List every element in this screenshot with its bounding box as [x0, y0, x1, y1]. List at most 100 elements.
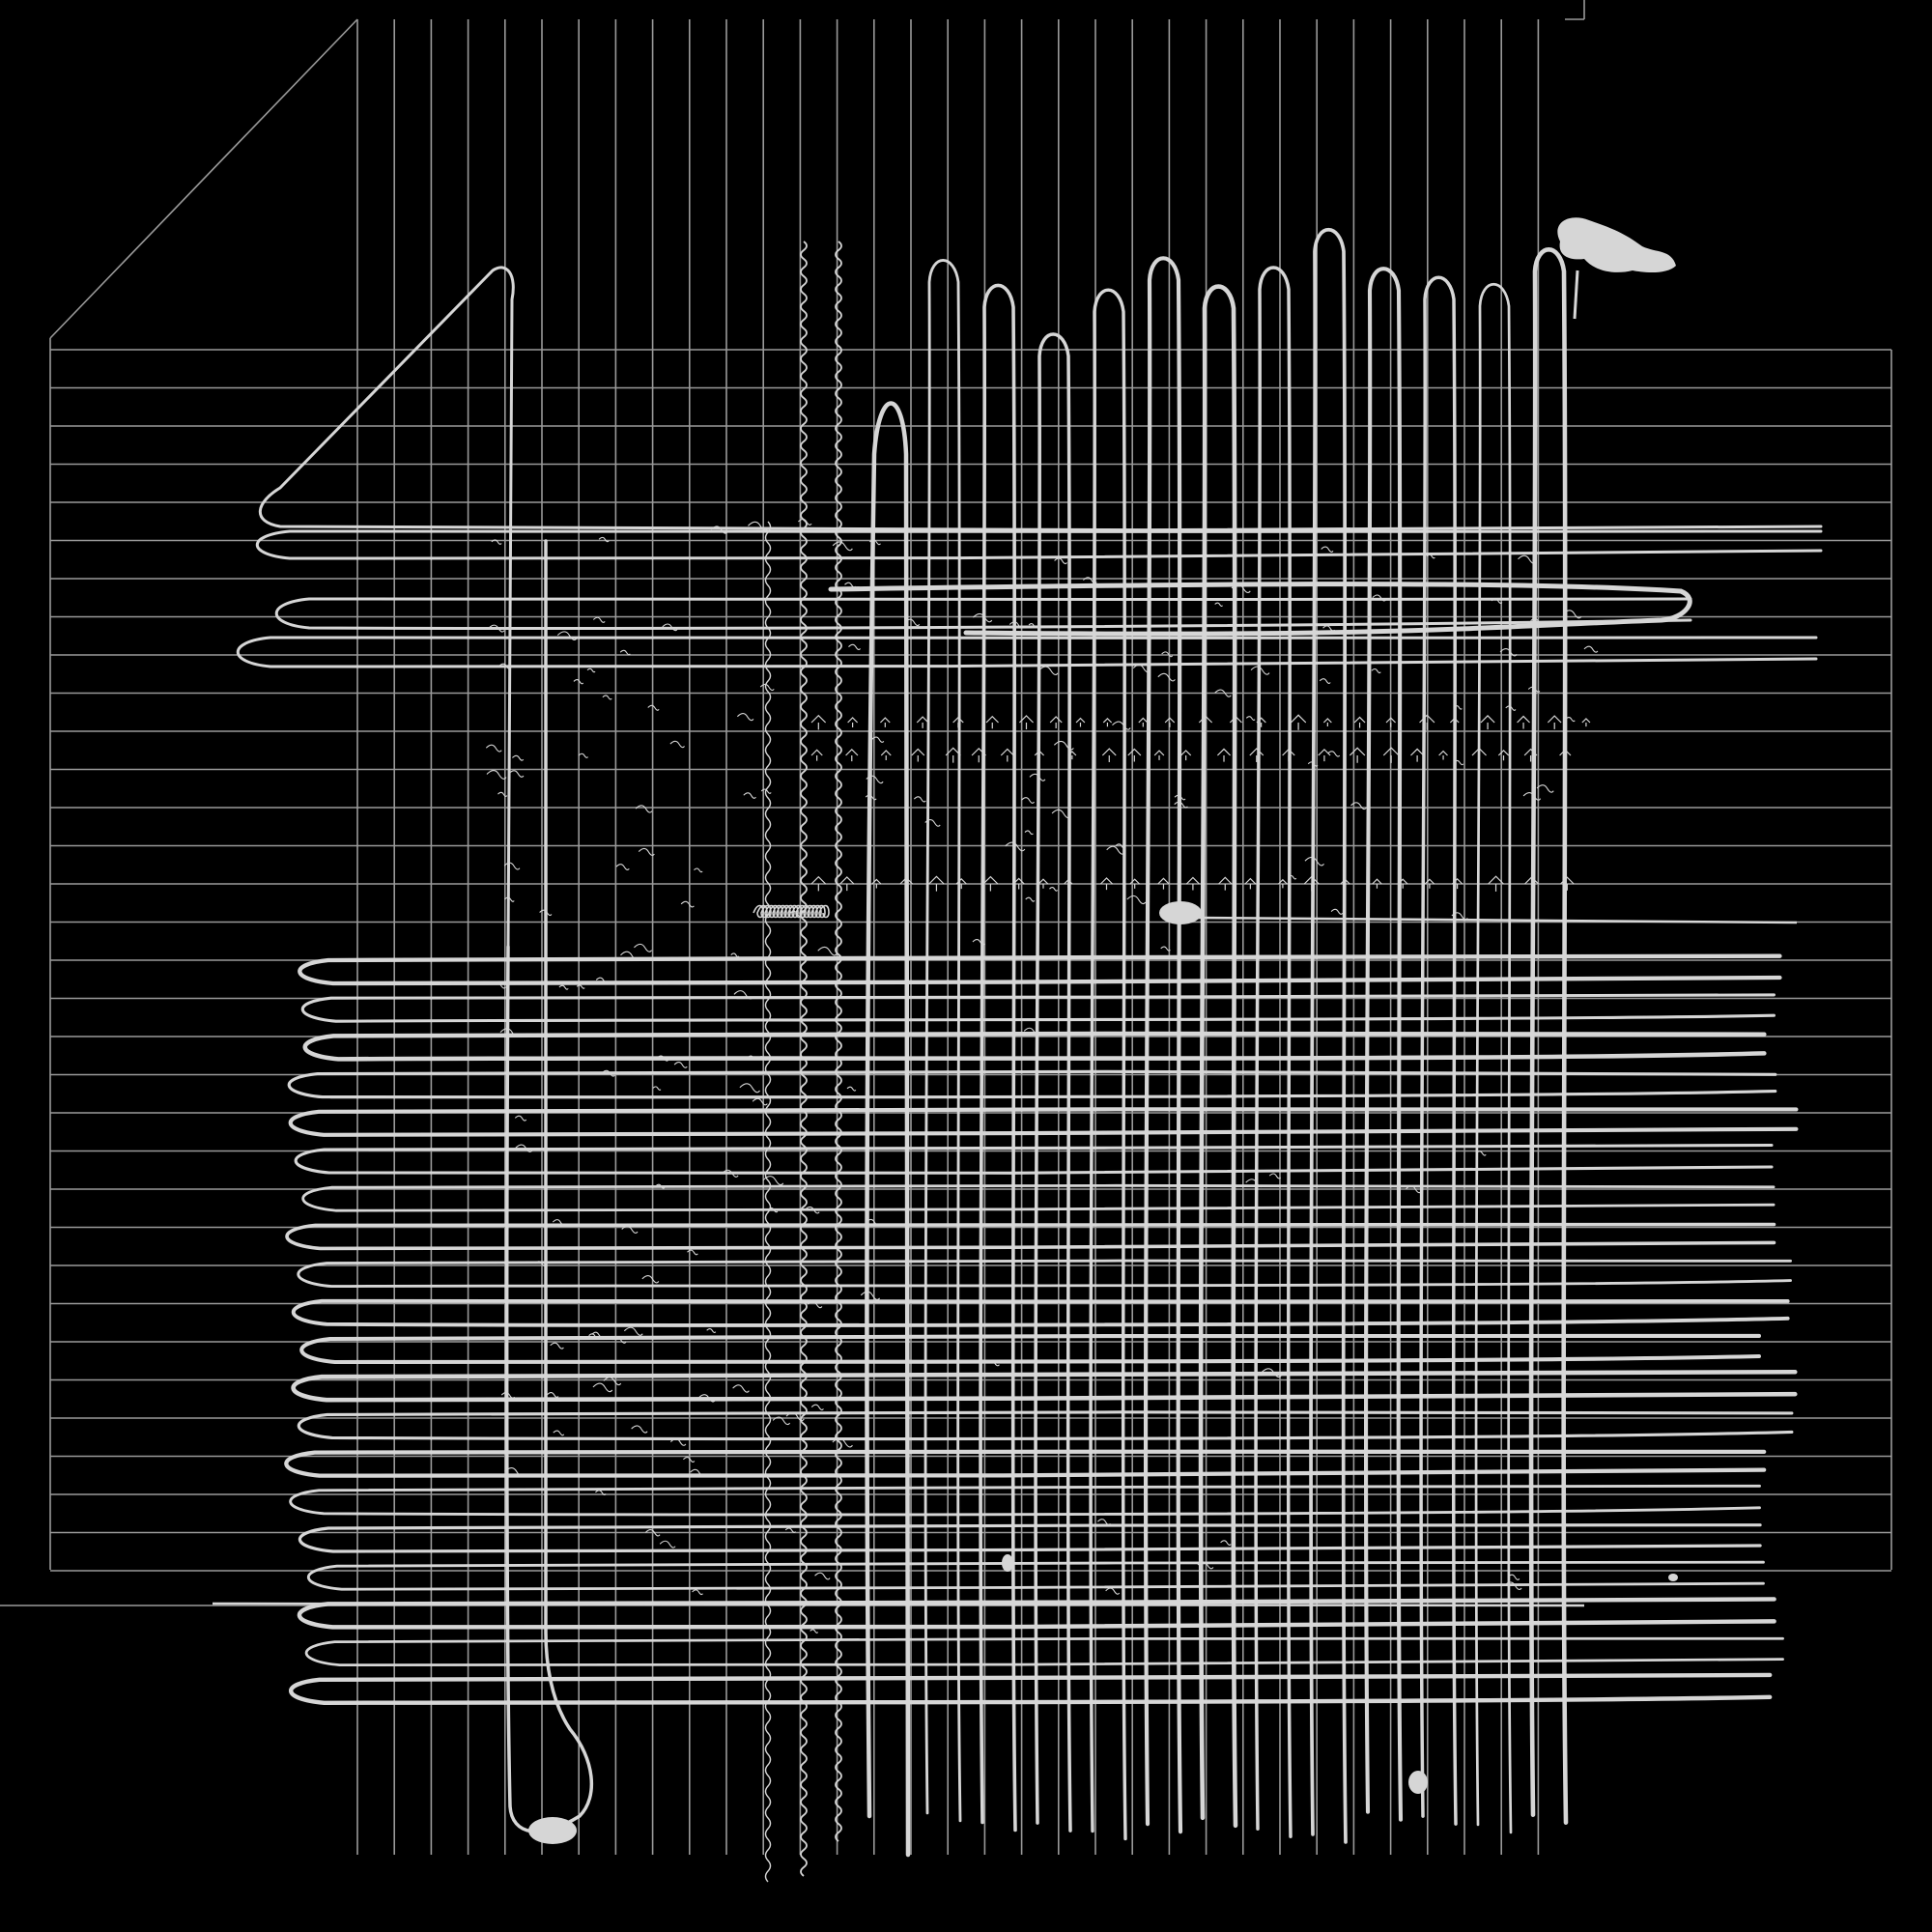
scribble-mark [871, 736, 885, 743]
scribble-mark [680, 900, 695, 908]
scribble-mark [641, 1275, 660, 1284]
scribble-mark [588, 1333, 599, 1339]
scribble-mark [673, 1062, 688, 1068]
symbol-mark [1559, 749, 1572, 761]
scribble-mark [846, 1086, 857, 1092]
scribble-mark [1197, 1561, 1214, 1570]
scribble-mark [772, 1416, 791, 1426]
scribble-mark [1372, 594, 1387, 602]
scribble-mark [1009, 621, 1024, 629]
scribble-mark [1028, 623, 1037, 628]
symbol-mark [880, 750, 892, 760]
scribble-mark [514, 1115, 527, 1122]
scribble-mark [644, 1529, 661, 1537]
scribble-mark [1053, 740, 1074, 751]
scribble-mark [1261, 1368, 1282, 1378]
scribble-mark [904, 618, 921, 627]
symbol-mark [1523, 748, 1538, 762]
scribble-mark [1157, 672, 1176, 682]
scribble-mark [1327, 751, 1341, 757]
scribble-mark [503, 862, 521, 870]
scribble-mark [1371, 668, 1381, 674]
scribble-mark [592, 1382, 613, 1393]
scribble-mark [619, 649, 631, 656]
symbol-mark [1000, 748, 1014, 762]
scribble-mark [652, 1086, 662, 1091]
symbol-mark [1318, 748, 1331, 762]
symbol-mark [1102, 717, 1113, 727]
scribble-mark [647, 704, 660, 711]
scribble-mark [638, 847, 655, 856]
scribble-mark [1126, 895, 1147, 905]
scribble-mark [491, 539, 502, 545]
scribble-mark [710, 526, 728, 534]
scribble-mark [1454, 705, 1463, 710]
scribble-mark [655, 1183, 666, 1189]
scribble-mark [722, 1169, 739, 1178]
scribble-mark [866, 1218, 880, 1226]
scribble-mark [634, 943, 653, 952]
diagonal-frame-line [49, 18, 358, 339]
triangle-ink-loop [258, 266, 1823, 949]
scribble-mark [611, 1336, 627, 1344]
symbol-mark [1282, 748, 1295, 762]
symbol-mark [911, 748, 925, 762]
symbol-mark [1153, 750, 1165, 760]
scribble-mark [615, 864, 630, 870]
scribble-mark [1025, 896, 1036, 902]
ink-splat-drip [1573, 270, 1579, 320]
symbol-mark [1438, 750, 1448, 760]
scribble-mark [706, 1327, 717, 1334]
vertical-ink-loop [1254, 266, 1293, 1838]
scribble-mark [573, 679, 584, 685]
horizontal-ink-loop [291, 1298, 1790, 1327]
symbol-mark [899, 876, 913, 891]
symbol-mark [1218, 876, 1233, 891]
horizontal-ink-loop [304, 1636, 1784, 1667]
scribble-mark [1245, 716, 1256, 722]
symbol-mark [845, 748, 859, 762]
scribble-mark [500, 1391, 516, 1399]
scribble-mark [1321, 546, 1334, 553]
scribble-mark [498, 663, 512, 669]
scribble-mark [591, 1331, 604, 1338]
symbol-mark [1290, 714, 1307, 730]
scribble-mark [810, 1404, 824, 1411]
scribble-mark [1174, 801, 1188, 809]
scribble-mark [1583, 645, 1599, 653]
scribble-mark [1005, 841, 1026, 852]
vertical-ink-loop [1198, 284, 1238, 1829]
scribble-mark [760, 788, 772, 794]
scribble-mark [508, 770, 525, 778]
symbol-mark [1385, 717, 1396, 727]
scribble-mark [848, 643, 861, 651]
scribble-mark [558, 984, 569, 990]
scribble-mark [1245, 1179, 1264, 1188]
scribble-mark [1161, 651, 1174, 658]
ink-detail-marks [212, 217, 1798, 1844]
scribble-mark [1132, 664, 1151, 673]
symbol-mark [1349, 747, 1366, 763]
ink-line [1197, 916, 1798, 924]
symbol-mark [1488, 875, 1504, 892]
scribble-mark [832, 541, 853, 552]
horizontal-ink-loop [288, 1106, 1799, 1137]
scribble-mark [767, 1208, 779, 1213]
vertical-ink-loop [1474, 282, 1513, 1834]
scribble-mark [1319, 678, 1331, 684]
left-vertical-ink-curl [504, 539, 593, 1833]
symbol-mark [971, 747, 986, 763]
scribble-mark [1565, 717, 1576, 723]
symbol-mark [982, 875, 999, 892]
vertical-ink-loop [1364, 267, 1404, 1822]
squiggle-mark [753, 904, 830, 919]
scribble-mark [1330, 908, 1344, 915]
scribble-mark [1112, 721, 1131, 730]
scribble-mark [1505, 705, 1517, 711]
symbol-mark [916, 716, 929, 728]
ink-dot [1002, 1554, 1013, 1572]
scribble-mark [486, 770, 507, 780]
symbol-mark [1372, 878, 1382, 889]
scribble-mark [1499, 648, 1518, 657]
scribble-mark [631, 1425, 648, 1434]
